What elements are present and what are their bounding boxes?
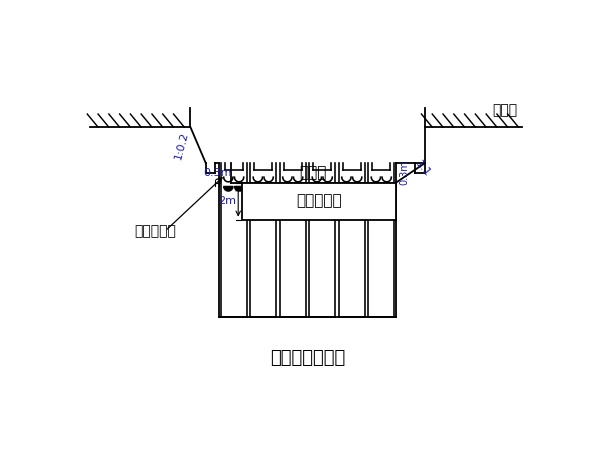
Polygon shape: [323, 186, 332, 191]
Text: 基坑开挖示意图: 基坑开挖示意图: [270, 349, 345, 367]
Polygon shape: [264, 186, 273, 191]
Polygon shape: [224, 186, 233, 191]
Text: 水泥搅拌桩: 水泥搅拌桩: [134, 224, 176, 238]
Polygon shape: [253, 186, 262, 191]
Polygon shape: [353, 186, 362, 191]
Text: 2m: 2m: [218, 196, 236, 206]
Polygon shape: [293, 186, 303, 191]
Text: 砂垫层: 砂垫层: [299, 166, 327, 180]
Bar: [242, 183, 396, 220]
Text: 0.3m: 0.3m: [203, 168, 231, 178]
Polygon shape: [371, 186, 380, 191]
Text: 1:0.2: 1:0.2: [173, 130, 190, 160]
Polygon shape: [312, 186, 322, 191]
Polygon shape: [342, 186, 351, 191]
Polygon shape: [382, 186, 391, 191]
Text: 框构桥基础: 框构桥基础: [296, 194, 342, 208]
Text: 原地面: 原地面: [493, 103, 518, 117]
Text: 0.3m: 0.3m: [399, 161, 409, 185]
Text: 1:1: 1:1: [413, 159, 432, 179]
Polygon shape: [283, 186, 292, 191]
Polygon shape: [235, 186, 244, 191]
